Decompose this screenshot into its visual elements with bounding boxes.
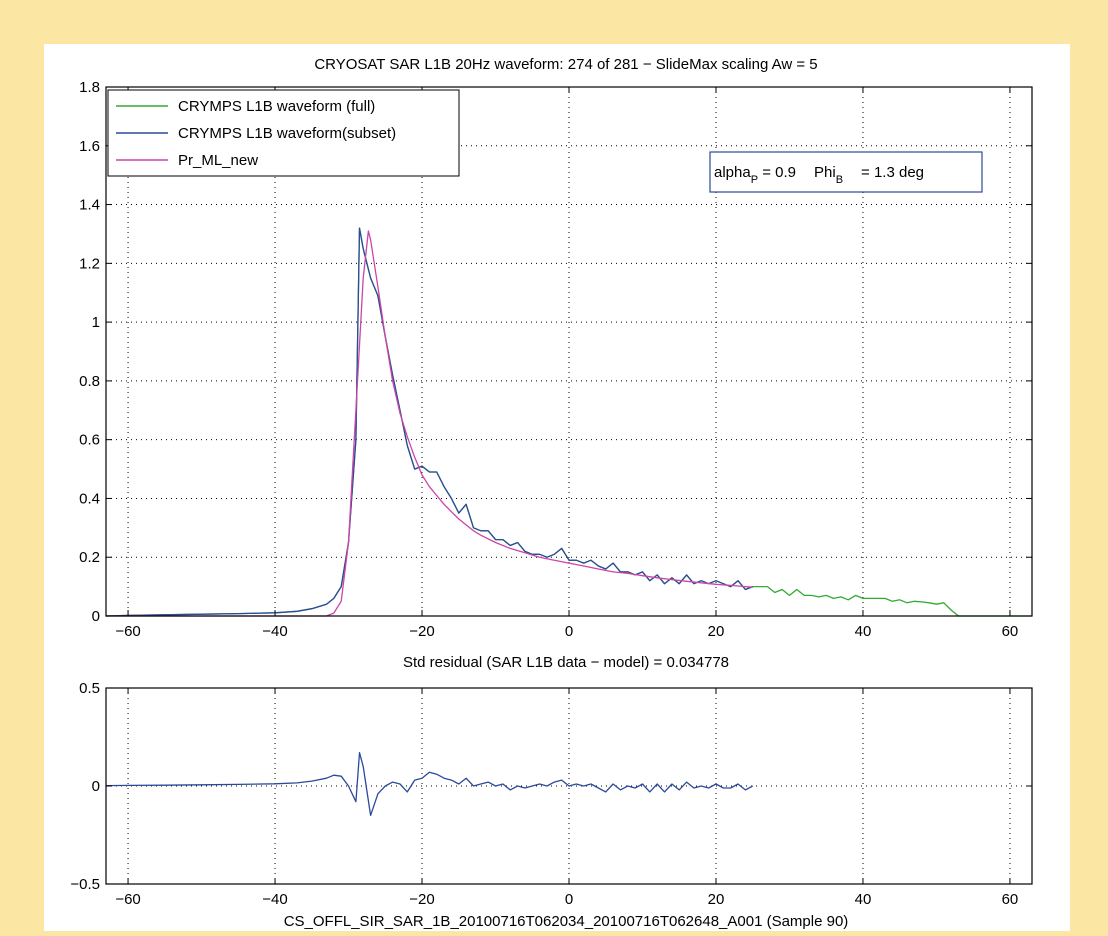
residual-xtick-label-3: 0 bbox=[565, 891, 573, 908]
legend-label-subset: CRYMPS L1B waveform(subset) bbox=[178, 125, 396, 142]
waveform-series-line-2 bbox=[106, 230, 753, 617]
residual-ytick-label-2: 0.5 bbox=[79, 680, 100, 697]
figure-canvas: CRYOSAT SAR L1B 20Hz waveform: 274 of 28… bbox=[70, 56, 1033, 930]
parameter-annotation: alphaP = 0.9 PhiB = 1.3 deg bbox=[709, 151, 983, 193]
waveform-ytick-label-0: 0 bbox=[92, 608, 100, 625]
annotation-box bbox=[709, 151, 983, 193]
annotation-text: alphaP = 0.9 PhiB = 1.3 deg bbox=[714, 164, 924, 186]
waveform-ticks: −60 −40 −20 0 20 40 60 0 0.2 0.4 0.6 0.8 1 1.2 1.4 1.6 1… bbox=[79, 79, 1032, 640]
waveform-grid bbox=[106, 86, 1032, 617]
waveform-xtick-label-5: 40 bbox=[855, 623, 872, 640]
phi-value: = 1.3 deg bbox=[861, 164, 924, 181]
alpha-subscript: P bbox=[751, 174, 758, 186]
waveform-ytick-label-6: 1.2 bbox=[79, 255, 100, 272]
waveform-ytick-label-2: 0.4 bbox=[79, 490, 100, 507]
alpha-label: alpha bbox=[714, 164, 751, 181]
waveform-ytick-label-1: 0.2 bbox=[79, 549, 100, 566]
residual-xtick-label-5: 40 bbox=[855, 891, 872, 908]
waveform-xtick-label-3: 0 bbox=[565, 623, 573, 640]
residual-chart: Std residual (SAR L1B data − model) = 0.… bbox=[70, 654, 1033, 930]
waveform-series-line-1 bbox=[105, 227, 753, 617]
residual-series bbox=[105, 752, 754, 817]
residual-ticks: −60 −40 −20 0 20 40 60 −0.5 0 0.5 bbox=[70, 680, 1032, 908]
phi-subscript: B bbox=[836, 174, 843, 186]
residual-ytick-label-0: −0.5 bbox=[70, 876, 100, 893]
waveform-series bbox=[105, 227, 1032, 617]
waveform-xtick-label-1: −40 bbox=[262, 623, 287, 640]
legend: CRYMPS L1B waveform (full) CRYMPS L1B wa… bbox=[107, 89, 460, 177]
waveform-ytick-label-4: 0.8 bbox=[79, 373, 100, 390]
waveform-xtick-label-0: −60 bbox=[115, 623, 140, 640]
waveform-xtick-label-4: 20 bbox=[708, 623, 725, 640]
residual-series-line-0 bbox=[105, 752, 754, 817]
waveform-chart-title: CRYOSAT SAR L1B 20Hz waveform: 274 of 28… bbox=[314, 56, 817, 73]
waveform-ytick-label-8: 1.6 bbox=[79, 138, 100, 155]
waveform-xtick-label-6: 60 bbox=[1002, 623, 1019, 640]
residual-xtick-label-6: 60 bbox=[1002, 891, 1019, 908]
residual-xtick-label-0: −60 bbox=[115, 891, 140, 908]
waveform-ytick-label-9: 1.8 bbox=[79, 79, 100, 96]
waveform-ytick-label-5: 1 bbox=[92, 314, 100, 331]
residual-chart-title: Std residual (SAR L1B data − model) = 0.… bbox=[403, 654, 729, 671]
residual-xtick-label-2: −20 bbox=[409, 891, 434, 908]
phi-label: Phi bbox=[814, 164, 836, 181]
legend-label-model: Pr_ML_new bbox=[178, 152, 258, 169]
figure: CRYOSAT SAR L1B 20Hz waveform: 274 of 28… bbox=[44, 44, 1070, 931]
legend-label-full: CRYMPS L1B waveform (full) bbox=[178, 98, 375, 115]
alpha-value: = 0.9 bbox=[758, 164, 796, 181]
waveform-ytick-label-3: 0.6 bbox=[79, 432, 100, 449]
residual-xtick-label-4: 20 bbox=[708, 891, 725, 908]
waveform-xtick-label-2: −20 bbox=[409, 623, 434, 640]
residual-ytick-label-1: 0 bbox=[92, 778, 100, 795]
waveform-chart: CRYOSAT SAR L1B 20Hz waveform: 274 of 28… bbox=[79, 56, 1033, 640]
residual-x-axis-label: CS_OFFL_SIR_SAR_1B_20100716T062034_20100… bbox=[284, 913, 849, 930]
residual-xtick-label-1: −40 bbox=[262, 891, 287, 908]
waveform-ytick-label-7: 1.4 bbox=[79, 197, 100, 214]
